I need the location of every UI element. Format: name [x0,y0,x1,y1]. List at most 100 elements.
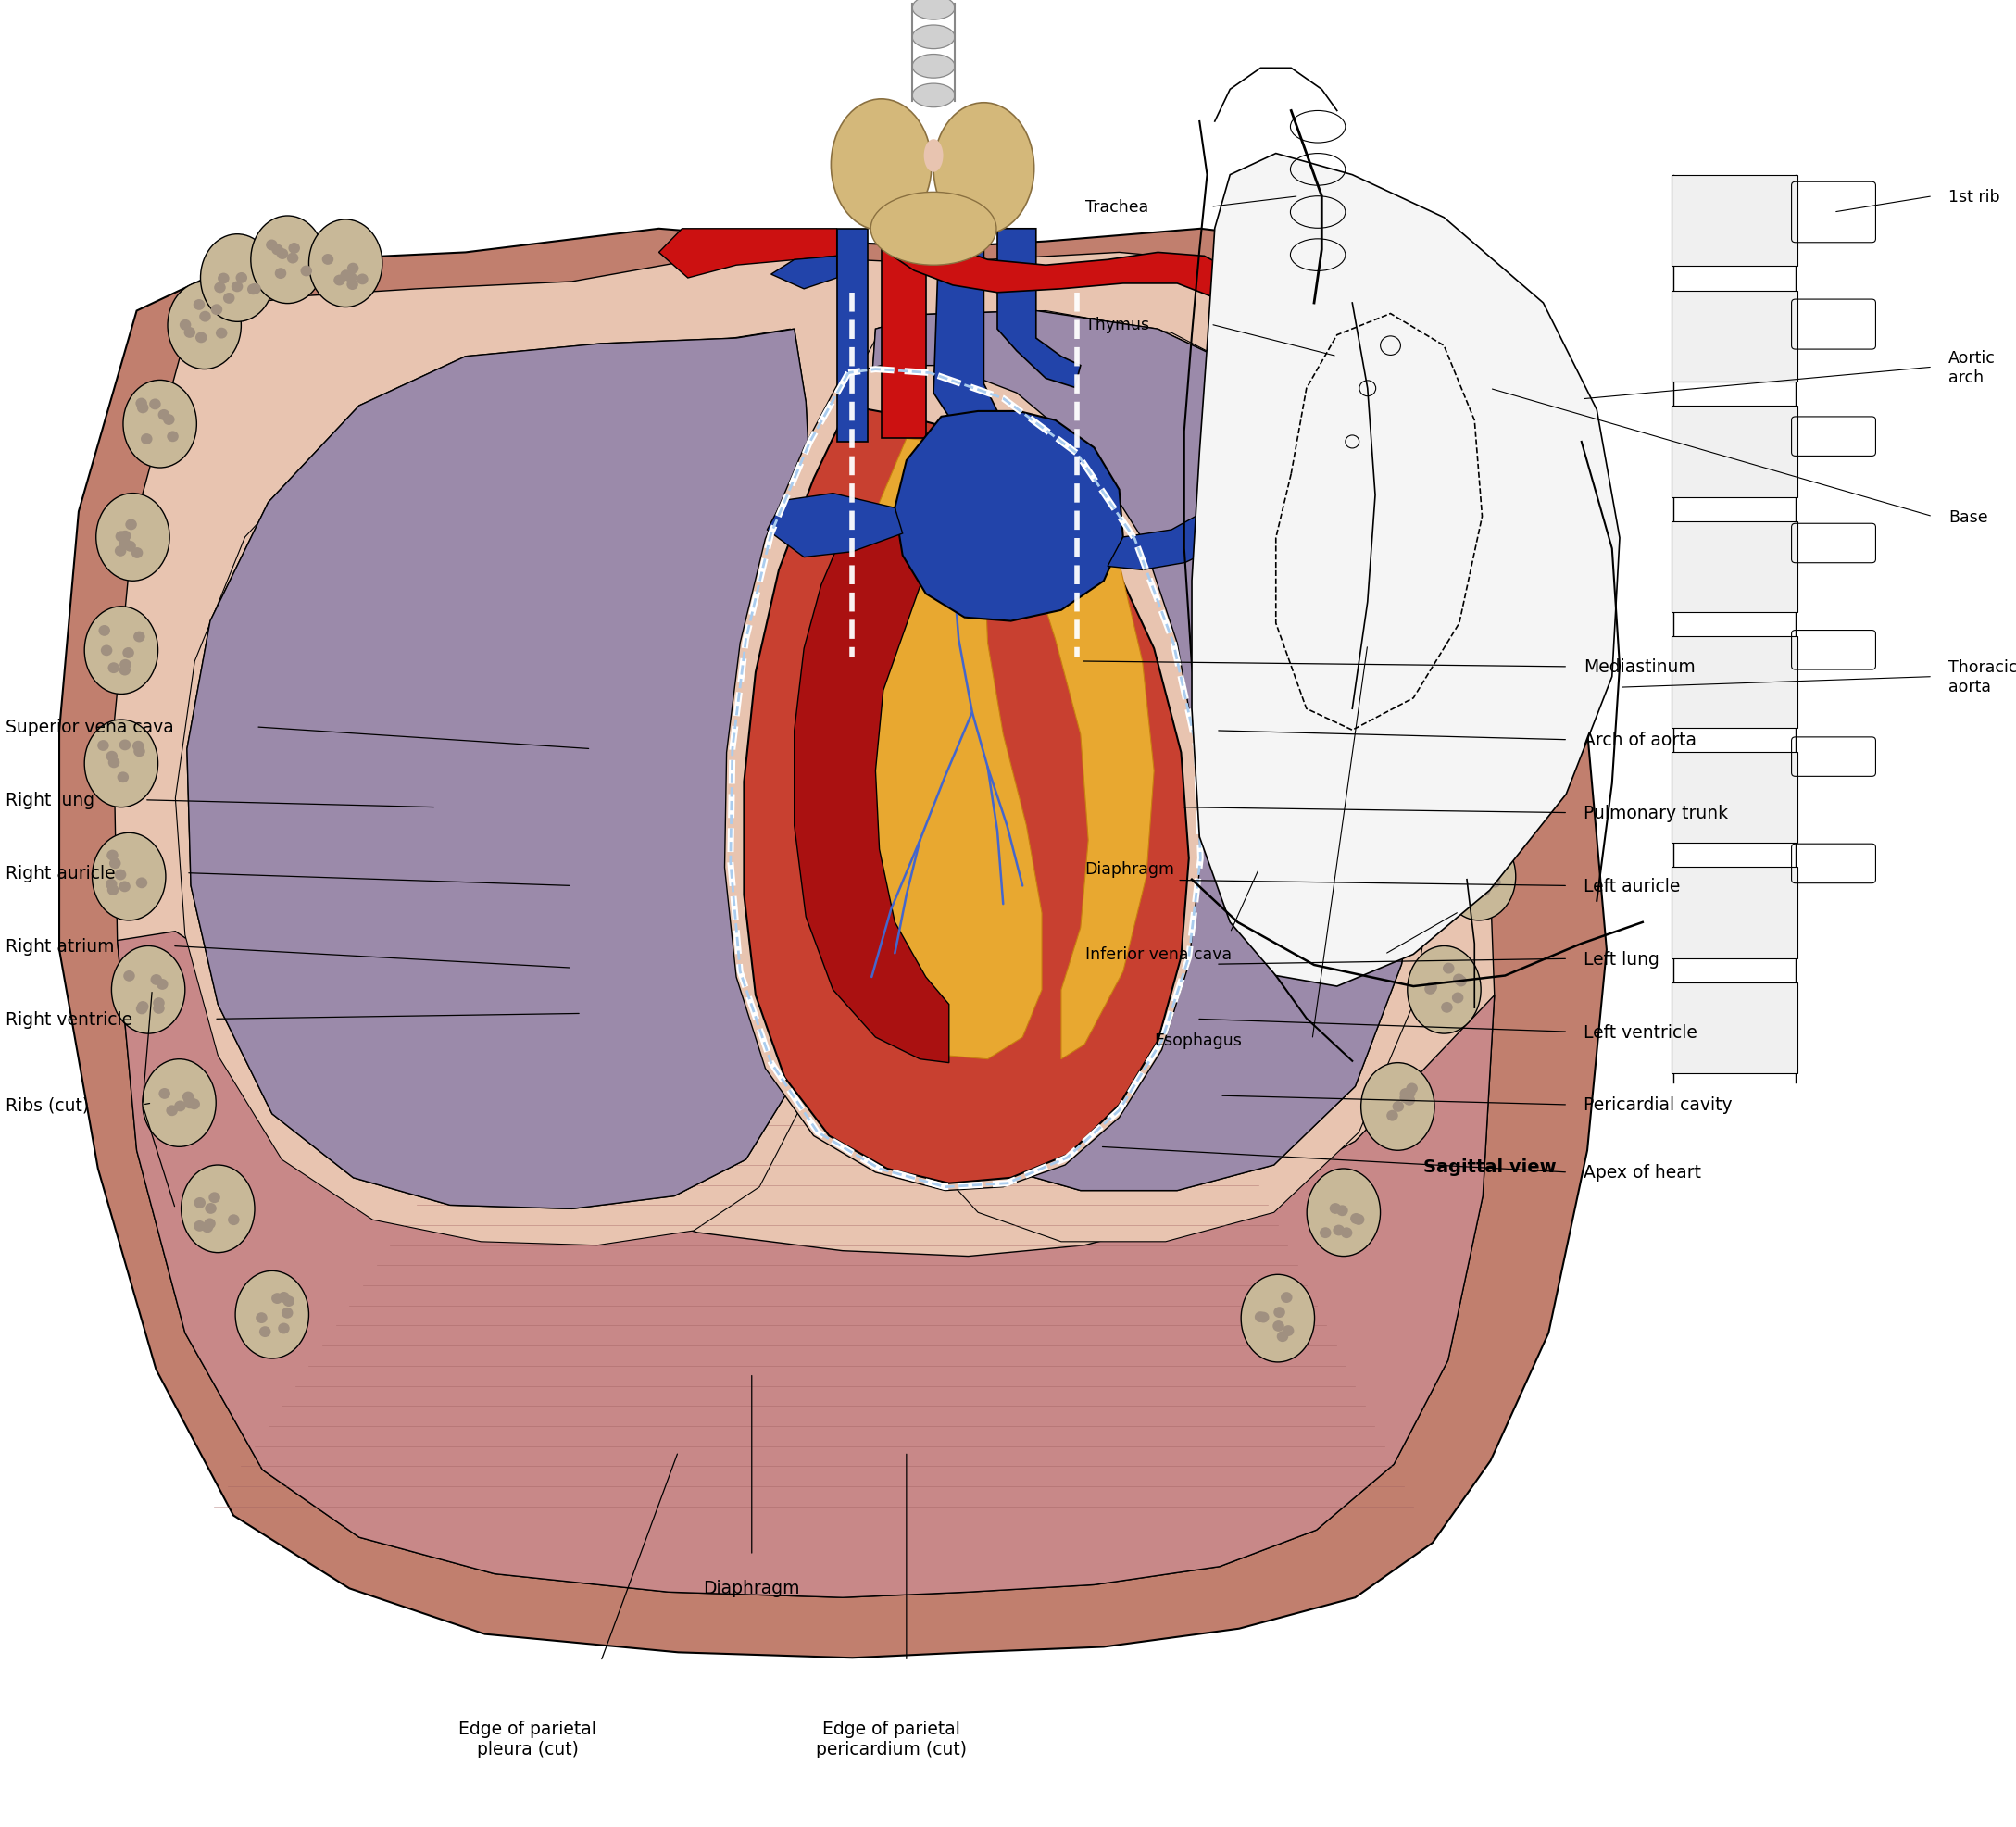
Ellipse shape [181,1166,254,1253]
Circle shape [1522,764,1534,775]
Circle shape [341,270,353,281]
Circle shape [288,243,300,254]
Circle shape [282,1295,294,1306]
Circle shape [232,281,244,292]
Circle shape [1417,290,1429,301]
Circle shape [163,415,175,426]
Circle shape [1492,857,1502,868]
Ellipse shape [97,493,169,581]
Circle shape [153,1003,165,1014]
Circle shape [1351,1213,1363,1224]
Ellipse shape [200,236,274,322]
Circle shape [208,1193,220,1204]
Circle shape [1425,983,1437,994]
Ellipse shape [143,1060,216,1147]
Ellipse shape [913,26,956,49]
Ellipse shape [85,607,157,694]
Text: Diaphragm: Diaphragm [1085,861,1175,877]
Circle shape [133,747,145,758]
Text: Apex of heart: Apex of heart [1583,1164,1702,1182]
Circle shape [1490,851,1502,862]
Circle shape [1530,638,1540,649]
Circle shape [333,276,345,287]
Circle shape [117,773,129,784]
Ellipse shape [913,55,956,79]
Circle shape [248,285,258,296]
Text: Thoracic
aorta: Thoracic aorta [1947,660,2016,694]
Circle shape [153,998,165,1009]
Circle shape [1468,340,1478,351]
Circle shape [204,1219,216,1230]
Circle shape [357,274,369,285]
Circle shape [1480,886,1490,897]
Text: Esophagus: Esophagus [1153,1032,1242,1049]
Circle shape [1534,431,1546,442]
Circle shape [1282,1326,1294,1336]
Text: Pericardial cavity: Pericardial cavity [1583,1096,1732,1114]
Circle shape [1456,331,1468,342]
Circle shape [276,248,288,259]
Circle shape [1274,1306,1284,1317]
Text: Sagittal view: Sagittal view [1423,1158,1556,1175]
Circle shape [157,409,169,420]
Circle shape [282,1308,292,1319]
Circle shape [200,312,212,323]
Circle shape [183,327,196,338]
Circle shape [1272,1321,1284,1332]
Circle shape [107,850,119,861]
Circle shape [194,300,206,311]
Circle shape [115,870,127,881]
Ellipse shape [1474,720,1546,808]
Text: Edge of parietal
pericardium (cut): Edge of parietal pericardium (cut) [816,1719,966,1758]
Circle shape [1337,1206,1349,1217]
Ellipse shape [308,221,383,307]
Circle shape [1466,877,1478,888]
Text: Right lung: Right lung [6,791,95,809]
Circle shape [1496,780,1508,791]
Circle shape [266,239,278,250]
Polygon shape [1107,512,1220,570]
Circle shape [125,541,135,552]
Circle shape [107,751,117,762]
Circle shape [1534,658,1544,669]
Circle shape [1544,550,1556,561]
Circle shape [1333,1226,1345,1235]
Circle shape [119,740,131,751]
Polygon shape [187,329,816,1209]
Polygon shape [175,329,825,1246]
Polygon shape [113,254,1494,1597]
Circle shape [1550,402,1560,413]
Circle shape [214,283,226,294]
Circle shape [1403,1087,1415,1098]
Text: Superior vena cava: Superior vena cava [6,718,173,736]
Circle shape [1443,283,1454,294]
Circle shape [272,245,282,256]
FancyBboxPatch shape [1671,638,1798,729]
Circle shape [119,537,131,548]
Circle shape [1480,331,1492,342]
Circle shape [1472,311,1484,322]
Ellipse shape [1502,380,1577,468]
Circle shape [133,742,143,753]
Ellipse shape [1496,607,1570,694]
Text: Edge of parietal
pleura (cut): Edge of parietal pleura (cut) [458,1719,597,1758]
Circle shape [1508,758,1518,769]
Circle shape [1439,269,1450,280]
Circle shape [1524,413,1536,424]
Circle shape [1425,985,1435,994]
Circle shape [1403,1094,1415,1105]
FancyBboxPatch shape [1671,523,1798,612]
Ellipse shape [1294,221,1369,307]
Circle shape [1325,256,1337,267]
Polygon shape [744,406,1189,1184]
Circle shape [1399,1093,1411,1104]
Circle shape [1452,300,1462,311]
Circle shape [260,1326,270,1337]
Circle shape [1389,274,1401,285]
Circle shape [1532,630,1544,641]
Circle shape [107,884,119,895]
Circle shape [1454,974,1464,985]
Circle shape [347,280,359,290]
Ellipse shape [871,194,996,265]
Circle shape [187,1100,200,1111]
